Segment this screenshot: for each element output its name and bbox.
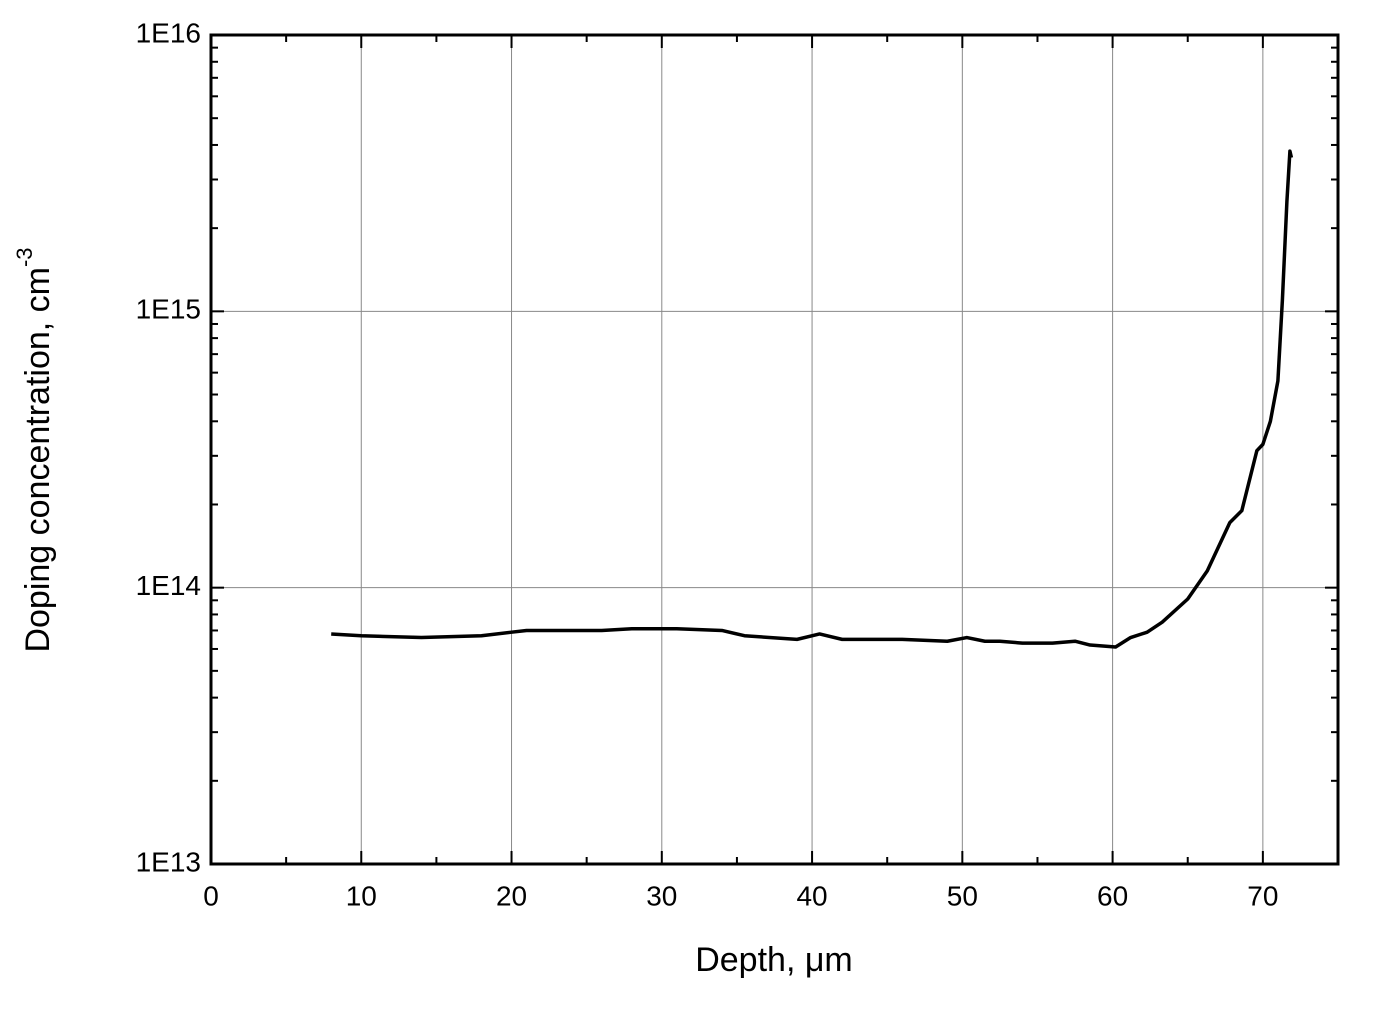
y-tick-label: 1E16 xyxy=(136,17,201,48)
x-tick-label: 10 xyxy=(346,880,377,911)
plot-frame xyxy=(209,33,1340,866)
y-tick-label: 1E14 xyxy=(136,570,201,601)
y-axis-label-text: Doping concentration, cm xyxy=(19,267,57,653)
y-tick-label: 1E13 xyxy=(136,846,201,877)
x-tick-label: 20 xyxy=(496,880,527,911)
x-tick-label: 40 xyxy=(796,880,827,911)
y-axis-label: Doping concentration, cm-3 xyxy=(12,247,57,652)
x-tick-label: 50 xyxy=(947,880,978,911)
x-tick-label: 0 xyxy=(203,880,219,911)
y-axis-label-superscript: -3 xyxy=(12,247,37,267)
y-tick-label: 1E15 xyxy=(136,294,201,325)
x-axis-label: Depth, μm xyxy=(695,941,853,979)
x-tick-label: 30 xyxy=(646,880,677,911)
x-tick-label: 60 xyxy=(1097,880,1128,911)
data-line xyxy=(331,149,1294,649)
x-tick-label: 70 xyxy=(1247,880,1278,911)
